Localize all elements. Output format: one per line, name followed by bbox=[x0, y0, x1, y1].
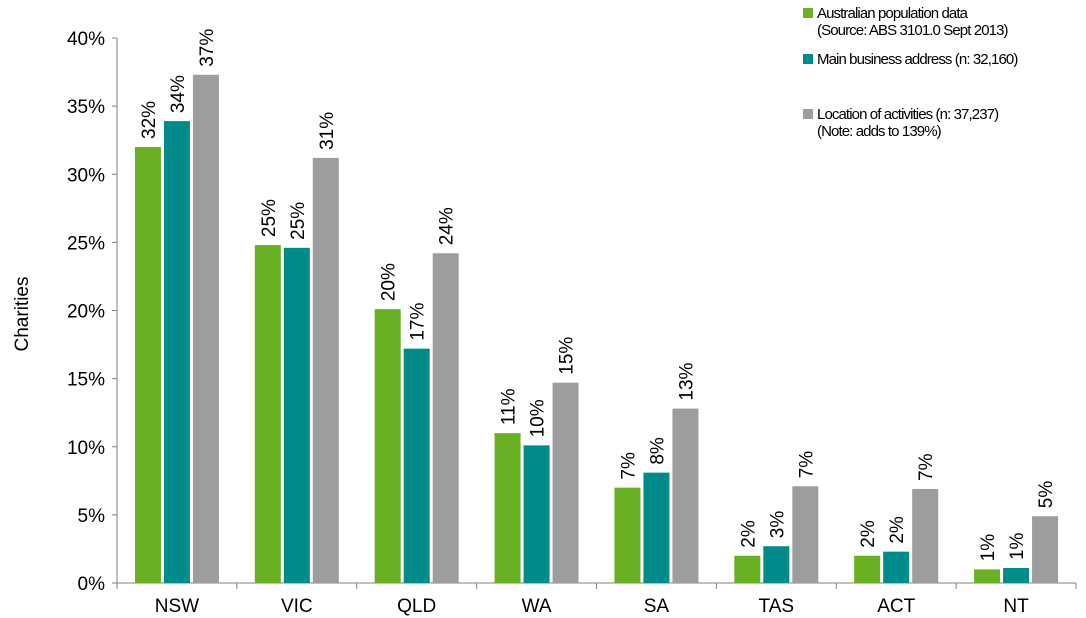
bar bbox=[974, 569, 1001, 583]
bar bbox=[763, 546, 790, 583]
bar bbox=[374, 309, 401, 583]
x-category-label: TAS bbox=[759, 596, 795, 617]
bar bbox=[163, 121, 190, 584]
data-label: 7% bbox=[618, 452, 639, 480]
data-label: 7% bbox=[916, 453, 937, 481]
legend-label: (Note: adds to 139%) bbox=[817, 123, 942, 140]
bar bbox=[912, 488, 939, 583]
legend-entry: Location of activities (n: 37,237)(Note:… bbox=[803, 106, 1000, 140]
data-label: 1% bbox=[978, 534, 999, 562]
data-label: 31% bbox=[317, 112, 338, 150]
y-tick-label: 15% bbox=[67, 370, 105, 391]
data-label: 37% bbox=[197, 29, 218, 67]
x-category-label: VIC bbox=[281, 596, 313, 617]
data-label: 25% bbox=[259, 199, 280, 237]
data-label: 10% bbox=[528, 399, 549, 437]
y-tick-label: 5% bbox=[78, 506, 106, 527]
data-label: 2% bbox=[858, 520, 879, 548]
bars bbox=[134, 74, 1059, 584]
bar bbox=[734, 555, 761, 583]
x-category-label: WA bbox=[522, 596, 552, 617]
x-category-label: NT bbox=[1003, 596, 1029, 617]
legend-swatch bbox=[803, 8, 813, 18]
data-label: 5% bbox=[1036, 481, 1057, 509]
bar bbox=[672, 408, 699, 583]
y-axis-title: Charities bbox=[12, 277, 33, 352]
bar bbox=[1032, 516, 1059, 583]
bar bbox=[403, 348, 430, 583]
data-label: 3% bbox=[767, 511, 788, 539]
data-label: 20% bbox=[379, 263, 400, 301]
data-label: 8% bbox=[647, 437, 668, 465]
bar bbox=[643, 472, 670, 583]
data-label: 17% bbox=[408, 303, 429, 341]
data-label: 2% bbox=[738, 520, 759, 548]
bar bbox=[254, 245, 281, 583]
bar bbox=[883, 551, 910, 583]
data-label: 25% bbox=[288, 202, 309, 240]
bar bbox=[494, 433, 521, 583]
x-category-label: SA bbox=[644, 596, 670, 617]
bar bbox=[523, 445, 550, 583]
legend-label: Location of activities (n: 37,237) bbox=[817, 106, 999, 123]
bar bbox=[283, 247, 310, 583]
bar bbox=[792, 486, 819, 583]
bar bbox=[1003, 568, 1030, 583]
legend-swatch bbox=[803, 54, 813, 64]
bar bbox=[854, 555, 881, 583]
legend-label: Main business address (n: 32,160) bbox=[817, 51, 1018, 68]
data-label: 1% bbox=[1007, 532, 1028, 560]
data-label: 13% bbox=[676, 362, 697, 400]
legend-entry: Australian population data(Source: ABS 3… bbox=[803, 5, 1009, 39]
data-label: 2% bbox=[887, 516, 908, 544]
x-category-label: NSW bbox=[155, 596, 199, 617]
data-label: 32% bbox=[139, 101, 160, 139]
y-tick-label: 0% bbox=[78, 574, 106, 595]
bar bbox=[192, 74, 219, 583]
legend-label: Australian population data bbox=[817, 5, 969, 22]
y-tick-label: 40% bbox=[67, 29, 105, 50]
y-tick-label: 30% bbox=[67, 165, 105, 186]
data-label: 15% bbox=[557, 337, 578, 375]
bar bbox=[552, 382, 579, 583]
legend-swatch bbox=[803, 109, 813, 119]
y-tick-label: 25% bbox=[67, 233, 105, 254]
legend-label: (Source: ABS 3101.0 Sept 2013) bbox=[817, 22, 1009, 39]
bar bbox=[614, 487, 641, 583]
data-label: 24% bbox=[437, 207, 458, 245]
legend-entry: Main business address (n: 32,160) bbox=[803, 51, 1019, 68]
y-tick-label: 35% bbox=[67, 97, 105, 118]
x-category-label: QLD bbox=[397, 596, 436, 617]
x-category-label: ACT bbox=[877, 596, 915, 617]
y-tick-label: 20% bbox=[67, 302, 105, 323]
legend: Australian population data(Source: ABS 3… bbox=[803, 5, 1019, 140]
data-labels: 32% 34% 37% 25% 25% 31% 20% 17% 24% 11% 10% 15% 7% 8%… bbox=[139, 29, 1057, 562]
data-label: 34% bbox=[168, 75, 189, 113]
data-label: 7% bbox=[796, 451, 817, 479]
bar bbox=[432, 253, 459, 583]
axes: 0% 5% 10% 15% 20% 25% 30% 35% 40% NSW VIC QLD WA SA TA… bbox=[67, 29, 1077, 617]
y-tick-label: 10% bbox=[67, 438, 105, 459]
bar bbox=[134, 147, 161, 583]
bar bbox=[312, 157, 339, 583]
data-label: 11% bbox=[499, 388, 520, 425]
